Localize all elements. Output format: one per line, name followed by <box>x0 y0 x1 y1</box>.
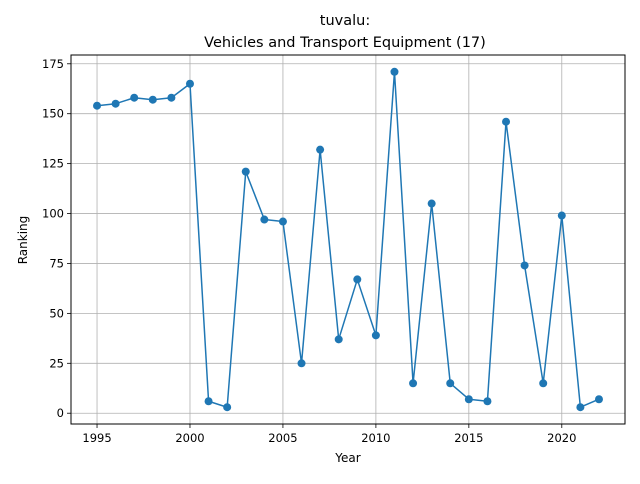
data-point <box>111 99 120 108</box>
data-point <box>502 117 511 126</box>
x-tick-label: 2005 <box>268 431 297 445</box>
data-point <box>278 217 287 226</box>
data-point <box>353 275 362 284</box>
y-tick-label: 75 <box>49 256 64 270</box>
data-point <box>520 261 529 270</box>
data-point <box>148 95 157 104</box>
y-tick-label: 150 <box>42 107 64 121</box>
chart-title-line1: tuvalu: <box>320 13 370 29</box>
series-line <box>96 71 600 408</box>
x-tick-label: 2015 <box>454 431 483 445</box>
data-point <box>260 215 269 224</box>
data-point <box>464 395 473 404</box>
x-axis-label: Year <box>334 451 360 465</box>
x-tick-label: 2020 <box>547 431 576 445</box>
x-tick-label: 1995 <box>82 431 111 445</box>
x-tick-label: 2000 <box>175 431 204 445</box>
data-point <box>446 379 455 388</box>
y-tick-label: 50 <box>49 306 64 320</box>
data-point <box>223 403 232 412</box>
y-tick-label: 175 <box>42 57 64 71</box>
data-point <box>483 397 492 406</box>
data-point <box>427 199 436 208</box>
data-point <box>185 79 194 88</box>
data-point <box>334 335 343 344</box>
data-point <box>539 379 548 388</box>
data-point <box>93 101 102 110</box>
data-point <box>557 211 566 220</box>
data-point <box>390 67 399 76</box>
data-point <box>594 395 603 404</box>
data-point <box>409 379 418 388</box>
y-axis-label: Ranking <box>16 216 30 265</box>
data-point <box>241 167 250 176</box>
chart-title-line2: Vehicles and Transport Equipment (17) <box>204 35 486 51</box>
y-tick-label: 25 <box>49 356 64 370</box>
data-point <box>316 145 325 154</box>
data-point <box>130 93 139 102</box>
data-point <box>371 331 380 340</box>
data-point <box>167 93 176 102</box>
series <box>93 67 603 412</box>
data-point <box>576 403 585 412</box>
axes: 1995 2000 2005 2010 2015 2020 0 25 50 75 100 125 150… <box>42 57 576 445</box>
y-tick-label: 0 <box>57 406 64 420</box>
plot-frame <box>70 54 626 425</box>
y-tick-label: 100 <box>42 207 64 221</box>
x-tick-label: 2010 <box>361 431 390 445</box>
data-point <box>204 397 213 406</box>
y-tick-label: 125 <box>42 157 64 171</box>
data-point <box>297 359 306 368</box>
grid <box>71 55 625 424</box>
